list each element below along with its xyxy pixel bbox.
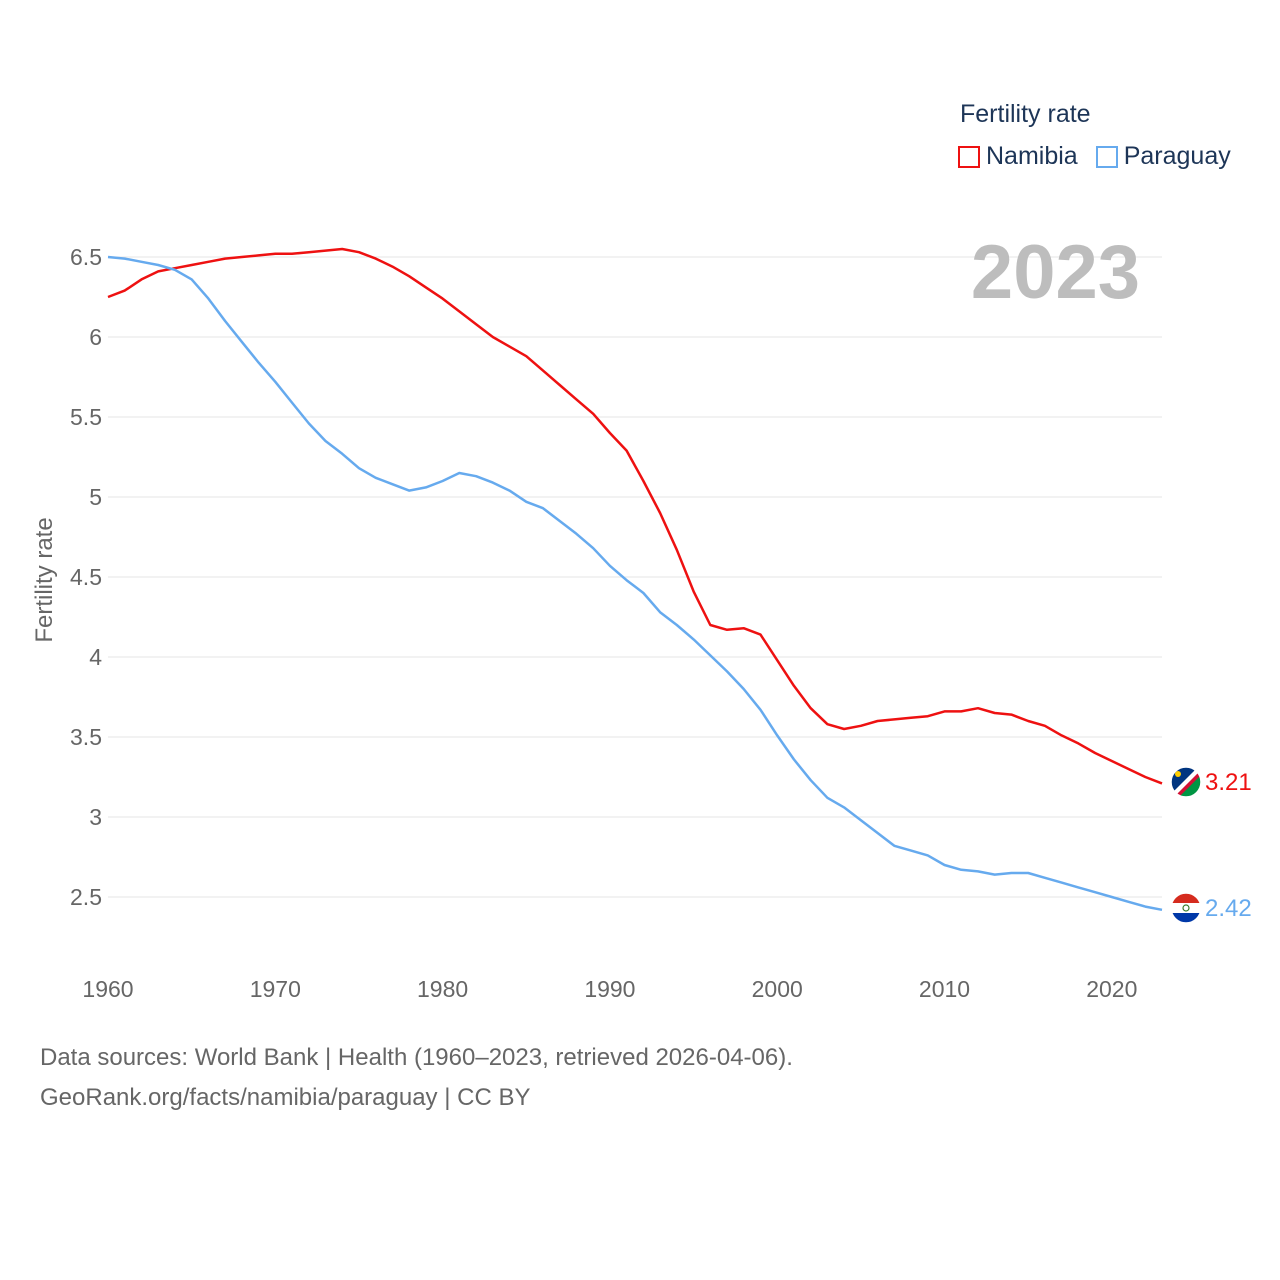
series-lines — [107, 247, 1163, 912]
y-tick-label: 6.5 — [70, 244, 102, 270]
legend-item-namibia[interactable]: Namibia — [958, 142, 1078, 171]
legend: Namibia Paraguay — [958, 142, 1249, 171]
y-tick-label: 2.5 — [70, 884, 102, 910]
legend-label-namibia: Namibia — [986, 142, 1078, 170]
y-tick-label: 4.5 — [70, 564, 102, 590]
paraguay-flag-icon — [1170, 892, 1202, 924]
legend-label-paraguay: Paraguay — [1123, 142, 1231, 170]
year-label: 2023 — [971, 230, 1140, 315]
y-axis-label: Fertility rate — [31, 517, 58, 642]
x-tick-label: 1960 — [82, 976, 133, 1002]
legend-item-paraguay[interactable]: Paraguay — [1095, 142, 1231, 171]
y-tick-label: 6 — [89, 324, 102, 350]
x-tick-label: 2010 — [919, 976, 970, 1002]
legend-title: Fertility rate — [960, 100, 1091, 128]
x-tick-label: 2020 — [1086, 976, 1137, 1002]
series-line-namibia[interactable] — [107, 247, 1163, 785]
gridlines — [108, 256, 1162, 898]
end-label-namibia: 3.21 — [1205, 769, 1252, 796]
namibia-flag-icon — [1170, 766, 1202, 798]
x-tick-label: 1990 — [584, 976, 635, 1002]
footer-sources: Data sources: World Bank | Health (1960–… — [40, 1044, 793, 1071]
footer-attribution[interactable]: GeoRank.org/facts/namibia/paraguay | CC … — [40, 1084, 531, 1111]
y-tick-label: 5 — [89, 484, 102, 510]
y-tick-label: 4 — [89, 644, 102, 670]
x-axis-ticks: 1960 1970 1980 1990 2000 2010 2020 — [82, 976, 1137, 1002]
y-axis-ticks: 2.5 3 3.5 4 4.5 5 5.5 6 6.5 — [70, 244, 102, 910]
x-tick-label: 1980 — [417, 976, 468, 1002]
y-tick-label: 5.5 — [70, 404, 102, 430]
y-tick-label: 3 — [89, 804, 102, 830]
legend-swatch-namibia — [958, 145, 980, 168]
legend-swatch-paraguay — [1095, 145, 1118, 168]
line-chart: 2.5 3 3.5 4 4.5 5 5.5 6 6.5 1960 1970 1980 1990 2000… — [31, 230, 1252, 1002]
x-tick-label: 1970 — [250, 976, 301, 1002]
end-label-paraguay: 2.42 — [1205, 895, 1252, 922]
y-tick-label: 3.5 — [70, 724, 102, 750]
x-tick-label: 2000 — [752, 976, 803, 1002]
series-line-paraguay[interactable] — [107, 255, 1163, 912]
